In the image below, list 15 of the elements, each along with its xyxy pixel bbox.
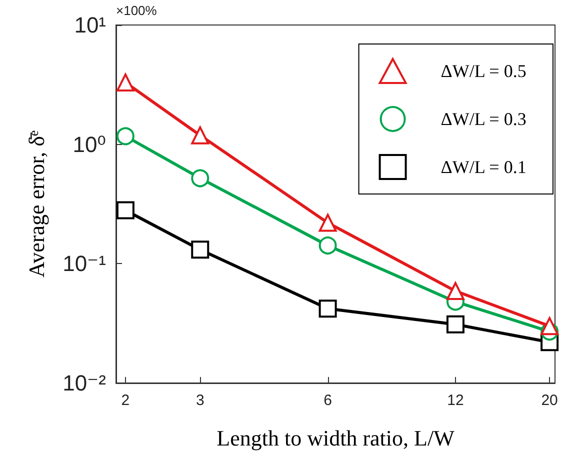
x-axis-title: Length to width ratio, L/W — [216, 426, 455, 450]
legend-label: ΔW/L = 0.5 — [440, 61, 526, 81]
legend-label: ΔW/L = 0.1 — [440, 157, 526, 177]
x-tick-label: 20 — [541, 392, 558, 409]
x-tick-label: 12 — [447, 392, 464, 409]
y-tick-label: 10⁻² — [62, 370, 106, 396]
y-tick-label: 10⁰ — [72, 132, 106, 157]
x-tick-label: 2 — [121, 392, 130, 409]
y-tick-label: 10¹ — [74, 12, 106, 38]
x-tick-label: 6 — [324, 392, 332, 409]
y-axis-title: Average error, δ̄ᵉ — [24, 130, 50, 278]
legend-label: ΔW/L = 0.3 — [440, 109, 526, 129]
y-tick-label: 10⁻¹ — [62, 251, 106, 276]
x-tick-label: 3 — [196, 392, 204, 409]
text: ×100% — [116, 3, 158, 18]
